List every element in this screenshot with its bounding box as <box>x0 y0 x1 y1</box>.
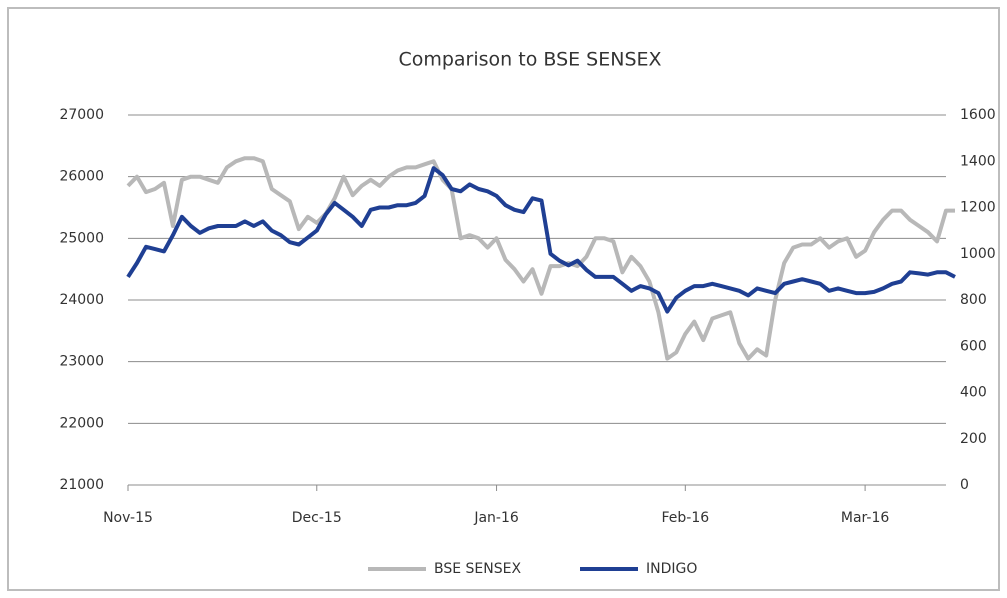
x-tick-label: Mar-16 <box>841 510 889 526</box>
y2-tick-label: 400 <box>960 385 987 401</box>
y2-tick-label: 200 <box>960 431 987 447</box>
x-tick-label: Nov-15 <box>103 510 153 526</box>
frame <box>7 7 1000 591</box>
y2-tick-label: 600 <box>960 338 987 354</box>
y2-tick-label: 0 <box>960 477 969 493</box>
x-tick-label: Dec-15 <box>292 510 342 526</box>
x-tick-label: Feb-16 <box>661 510 709 526</box>
legend-label: BSE SENSEX <box>434 561 521 577</box>
y2-tick-label: 1200 <box>960 200 996 216</box>
legend-label: INDIGO <box>646 561 697 577</box>
y2-tick-label: 800 <box>960 292 987 308</box>
y-tick-label: 23000 <box>59 354 104 370</box>
y2-tick-label: 1400 <box>960 153 996 169</box>
y-tick-label: 21000 <box>59 477 104 493</box>
y-tick-label: 26000 <box>59 169 104 185</box>
y-tick-label: 25000 <box>59 230 104 246</box>
y-tick-label: 27000 <box>59 107 104 123</box>
x-tick-label: Jan-16 <box>473 510 519 526</box>
series-line <box>126 156 955 361</box>
y-tick-label: 24000 <box>59 292 104 308</box>
y2-tick-label: 1600 <box>960 107 996 123</box>
series-line <box>126 166 956 314</box>
chart-title: Comparison to BSE SENSEX <box>398 49 661 71</box>
y2-tick-label: 1000 <box>960 246 996 262</box>
y-tick-label: 22000 <box>59 415 104 431</box>
